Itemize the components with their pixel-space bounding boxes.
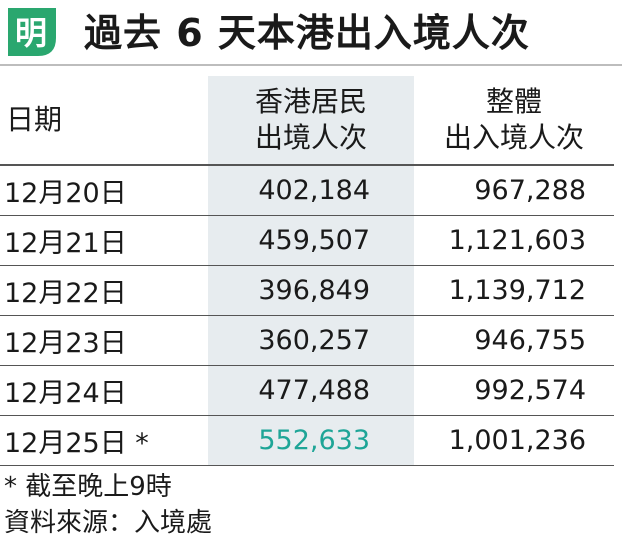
table-row: 12月22日 396,849 1,139,712 <box>0 265 614 315</box>
logo-char: 明 <box>15 14 47 52</box>
row-hk-residents-value: 477,488 <box>258 374 370 406</box>
chart-header: 明 過去 6 天本港出入境人次 <box>0 0 622 66</box>
table-row: 12月24日 477,488 992,574 <box>0 365 614 415</box>
row-date: 12月25日 * <box>4 427 149 459</box>
footnote-source: 資料來源：入境處 <box>4 508 213 538</box>
row-date: 12月24日 <box>4 377 127 409</box>
row-date: 12月21日 <box>4 227 127 259</box>
title-divider <box>0 64 622 66</box>
column-header-hk-residents-line1: 香港居民 <box>254 85 367 118</box>
row-hk-residents-value-highlighted: 552,633 <box>258 424 370 456</box>
data-table: 日期 香港居民 出境人次 整體 出入境人次 12月20日 402,184 967… <box>0 76 614 466</box>
row-total-value: 1,139,712 <box>448 274 586 306</box>
row-hk-residents-value: 402,184 <box>258 174 370 206</box>
table-row: 12月23日 360,257 946,755 <box>0 315 614 365</box>
row-total-value: 967,288 <box>474 174 586 206</box>
row-hk-residents-value: 459,507 <box>258 224 370 256</box>
footnote-time-cutoff: * 截至晚上9時 <box>4 472 172 502</box>
ming-pao-logo: 明 <box>8 8 56 56</box>
row-total-value: 992,574 <box>474 374 586 406</box>
column-header-hk-residents: 香港居民 出境人次 <box>208 76 414 165</box>
column-header-total-line2: 出入境人次 <box>443 121 584 154</box>
row-total-value: 1,001,236 <box>448 424 586 456</box>
row-total-value: 1,121,603 <box>448 224 586 256</box>
row-hk-residents-value: 396,849 <box>258 274 370 306</box>
table-header-row: 日期 香港居民 出境人次 整體 出入境人次 <box>0 76 614 165</box>
hk-residents-column-background <box>208 76 414 466</box>
row-date: 12月20日 <box>4 177 127 209</box>
row-date: 12月23日 <box>4 327 127 359</box>
column-header-hk-residents-line2: 出境人次 <box>254 121 367 154</box>
table-row: 12月20日 402,184 967,288 <box>0 165 614 215</box>
row-date: 12月22日 <box>4 277 127 309</box>
table-row: 12月25日 * 552,633 1,001,236 <box>0 415 614 465</box>
chart-title: 過去 6 天本港出入境人次 <box>84 11 530 55</box>
column-header-date: 日期 <box>6 103 63 136</box>
column-header-total-line1: 整體 <box>485 85 542 118</box>
column-header-total: 整體 出入境人次 <box>414 76 614 165</box>
row-hk-residents-value: 360,257 <box>258 324 370 356</box>
table-row: 12月21日 459,507 1,121,603 <box>0 215 614 265</box>
row-total-value: 946,755 <box>474 324 586 356</box>
